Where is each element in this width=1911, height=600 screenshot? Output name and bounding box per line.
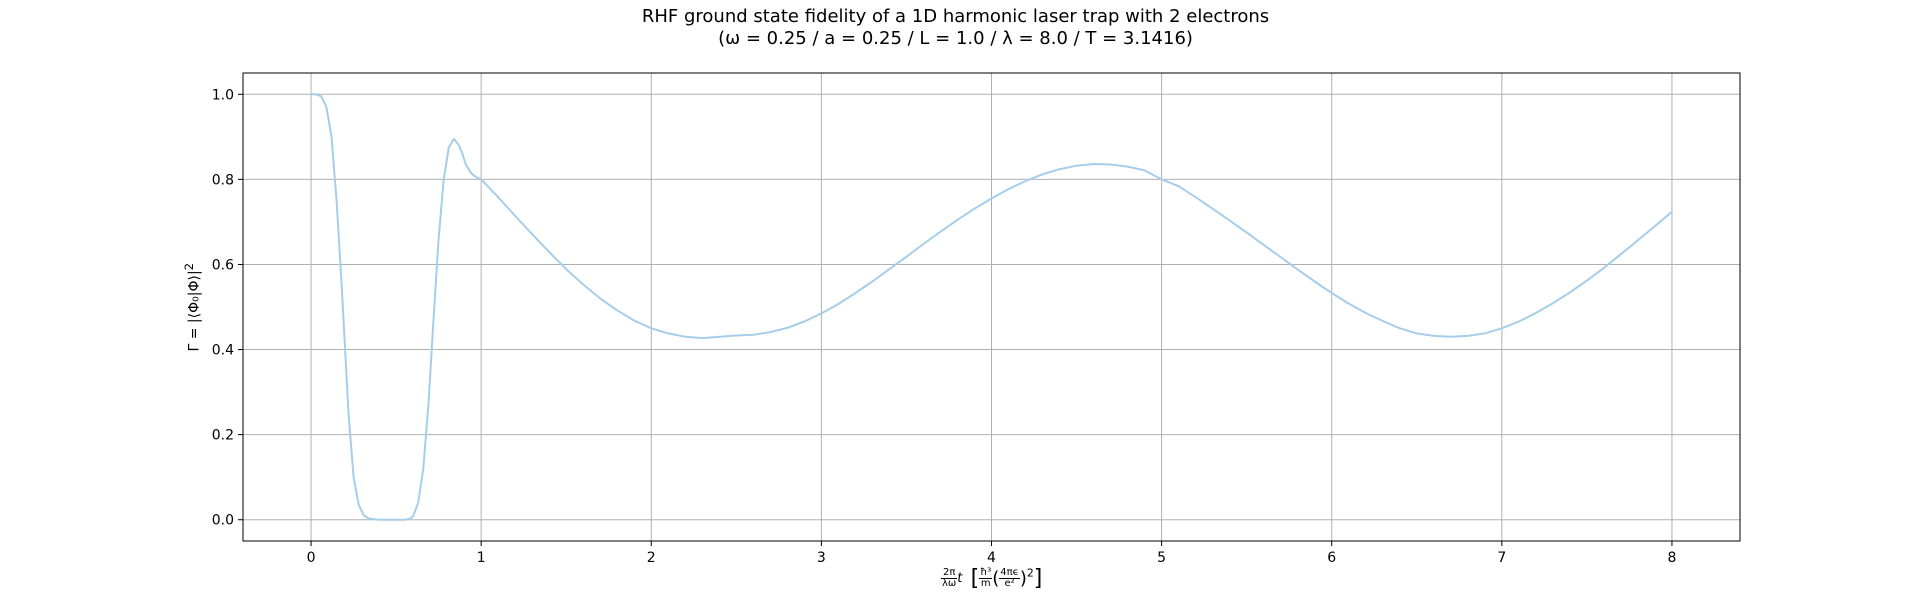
y-tick-label: 0.4 xyxy=(212,343,234,359)
y-tick-label: 1.0 xyxy=(212,87,234,103)
series-layer xyxy=(311,93,1673,521)
y-tick-label: 0.8 xyxy=(212,172,234,188)
x-label-prefix-fraction: 2π λω xyxy=(941,567,958,589)
x-tick-label: 5 xyxy=(1157,550,1166,566)
x-tick-label: 0 xyxy=(307,550,316,566)
x-label-var: t xyxy=(957,571,963,586)
x-tick-label: 4 xyxy=(987,550,996,566)
x-label-bracket-close: ] xyxy=(1033,566,1043,591)
x-label-unit-den: m xyxy=(980,578,991,589)
x-label-unit-fraction: ħ³ m xyxy=(979,567,993,589)
x-tick-label: 6 xyxy=(1327,550,1336,566)
x-label-inner-fraction: 4πϵ e² xyxy=(999,568,1020,589)
axis-ticks: 0 1 2 3 4 5 6 7 8 0.0 0.2 0.4 0.6 0.8 1.0 xyxy=(212,87,1677,566)
y-tick-label: 0.6 xyxy=(212,257,234,273)
x-label-bracket-open: [ xyxy=(970,566,980,591)
x-tick-label: 7 xyxy=(1497,550,1506,566)
chart-title: RHF ground state fidelity of a 1D harmon… xyxy=(641,6,1270,27)
x-label-paren-open: ( xyxy=(992,568,1000,589)
x-label-inner-den: e² xyxy=(1004,578,1015,589)
chart-subtitle: (ω = 0.25 / a = 0.25 / L = 1.0 / λ = 8.0… xyxy=(718,28,1193,49)
x-label-unit-num: ħ³ xyxy=(979,567,993,579)
x-label-exponent: 2 xyxy=(1026,566,1034,580)
x-label-prefix-num: 2π xyxy=(941,567,958,579)
y-tick-label: 0.0 xyxy=(212,513,234,529)
y-axis-label-exponent: 2 xyxy=(182,262,196,271)
y-axis-label-text: Γ = |⟨Φ₀|Φ⟩| xyxy=(186,270,203,352)
x-axis-label: 2π λω t [ħ³ m(4πϵ e²)2] xyxy=(941,566,1042,591)
x-tick-label: 2 xyxy=(647,550,656,566)
y-axis-label: Γ = |⟨Φ₀|Φ⟩|2 xyxy=(182,263,203,352)
grid-lines xyxy=(243,73,1740,541)
x-tick-label: 3 xyxy=(817,550,826,566)
y-tick-label: 0.2 xyxy=(212,428,234,444)
x-label-paren-close: ) xyxy=(1019,568,1027,589)
x-label-prefix-den: λω xyxy=(942,578,957,589)
x-label-inner-num: 4πϵ xyxy=(999,567,1020,579)
x-tick-label: 1 xyxy=(477,550,486,566)
x-tick-label: 8 xyxy=(1667,550,1676,566)
fidelity-series-line xyxy=(311,93,1673,521)
